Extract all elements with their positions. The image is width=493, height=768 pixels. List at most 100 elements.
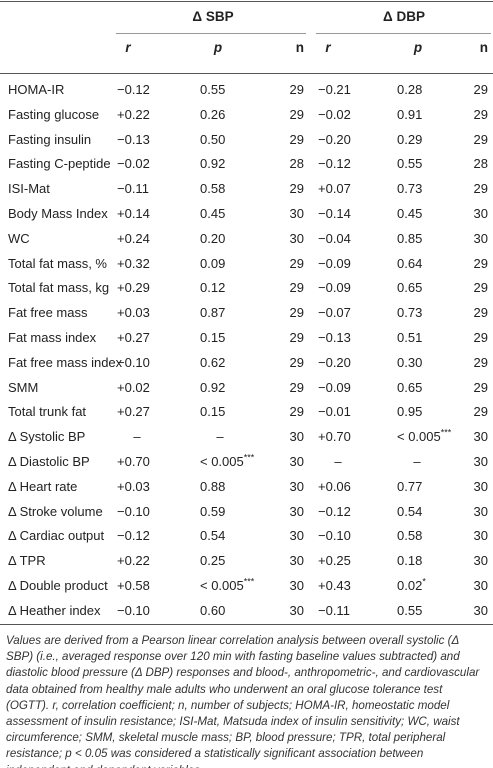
cell: +0.22 [117, 553, 150, 569]
cell: −0.02 [318, 106, 351, 122]
row-label: Δ Heart rate [8, 478, 78, 494]
cell: 29 [473, 404, 488, 420]
cell: −0.12 [318, 156, 351, 172]
cell: +0.06 [318, 478, 351, 494]
row-label: SMM [8, 379, 39, 395]
cell: −0.13 [318, 330, 351, 345]
cell: 0.58 [200, 181, 226, 197]
row-label: Fasting C-peptide [8, 156, 111, 172]
cell: 29 [473, 330, 488, 345]
cell: 0.65 [397, 379, 423, 395]
cell: −0.12 [117, 528, 150, 544]
cell: 0.58 [397, 528, 423, 544]
cell: 0.51 [397, 330, 423, 345]
cell: 29 [289, 131, 304, 147]
cell: −0.09 [318, 379, 351, 395]
cell: 29 [289, 280, 304, 296]
row-label: Total trunk fat [8, 404, 87, 420]
cell: 30 [289, 454, 304, 469]
cell: 0.95 [397, 404, 423, 420]
cell: −0.13 [117, 131, 150, 147]
cell: 30 [289, 602, 304, 618]
cell: −0.20 [318, 354, 351, 370]
cell: −0.01 [318, 404, 351, 420]
cell: 29 [473, 131, 488, 147]
cell: 0.12 [200, 280, 226, 296]
cell: < 0.005*** [397, 427, 452, 445]
row-label: Fasting insulin [8, 131, 92, 147]
header-rule [0, 73, 493, 74]
cell: 30 [473, 230, 488, 246]
row-label: Δ Diastolic BP [8, 454, 90, 469]
cell: −0.12 [318, 503, 351, 519]
cell: – [216, 429, 224, 445]
cell: 0.45 [397, 206, 423, 221]
row-label: Δ Cardiac output [8, 528, 105, 544]
cell: +0.07 [318, 181, 351, 197]
cell: 0.29 [397, 131, 423, 147]
cell: 0.28 [397, 82, 423, 97]
group-header: Δ DBP [383, 9, 425, 24]
cell: 29 [473, 280, 488, 296]
row-label: Δ Double product [8, 578, 108, 593]
cell: 0.54 [397, 503, 423, 519]
column-header: r [325, 40, 331, 55]
cell: 29 [473, 354, 488, 370]
row-label: Fasting glucose [8, 106, 100, 122]
column-header: n [295, 40, 304, 55]
cell: 0.92 [200, 156, 226, 172]
row-label: Total fat mass, % [8, 255, 107, 271]
cell: 29 [289, 379, 304, 395]
cell: < 0.005*** [200, 576, 255, 593]
cell: 0.09 [200, 255, 226, 271]
cell: +0.03 [117, 305, 150, 321]
cell: 0.59 [200, 503, 226, 519]
cell: 30 [473, 478, 488, 494]
cell: 0.30 [397, 354, 423, 370]
cell: +0.29 [117, 280, 150, 296]
cell: +0.25 [318, 553, 351, 569]
row-label: Fat free mass index [8, 354, 123, 370]
cell: 29 [289, 106, 304, 122]
cell: 0.85 [397, 230, 423, 246]
cell: 28 [473, 156, 488, 172]
cell: +0.32 [117, 255, 150, 271]
cell: +0.27 [117, 404, 150, 420]
cell: 0.45 [200, 206, 226, 221]
cell: +0.70 [318, 429, 351, 445]
row-label: Δ TPR [8, 553, 46, 569]
row-label: Body Mass Index [8, 206, 108, 221]
cell: −0.10 [117, 503, 150, 519]
cell: 0.50 [200, 131, 226, 147]
row-label: Fat mass index [8, 330, 97, 345]
cell: – [133, 429, 141, 445]
cell: 0.20 [200, 230, 226, 246]
cell: 29 [289, 82, 304, 97]
cell: 29 [473, 305, 488, 321]
cell: +0.02 [117, 379, 150, 395]
cell: 30 [289, 206, 304, 221]
cell: −0.10 [117, 602, 150, 618]
cell: 30 [289, 478, 304, 494]
cell: 0.77 [397, 478, 423, 494]
cell: 0.15 [200, 404, 226, 420]
cell: +0.22 [117, 106, 150, 122]
cell: 30 [289, 553, 304, 569]
cell: 29 [289, 255, 304, 271]
cell: 0.62 [200, 354, 226, 370]
bottom-rule [0, 624, 493, 625]
cell: 0.55 [200, 82, 226, 97]
cell: 30 [289, 429, 304, 445]
cell: −0.10 [117, 354, 150, 370]
cell: 0.55 [397, 602, 423, 618]
cell: 30 [289, 578, 304, 593]
cell: 0.91 [397, 106, 423, 122]
cell: −0.04 [318, 230, 351, 246]
cell: 30 [473, 429, 488, 445]
cell: +0.14 [117, 206, 150, 221]
cell: 30 [473, 602, 488, 618]
cell: 0.88 [200, 478, 226, 494]
column-header: p [413, 40, 423, 55]
cell: −0.14 [318, 206, 351, 221]
